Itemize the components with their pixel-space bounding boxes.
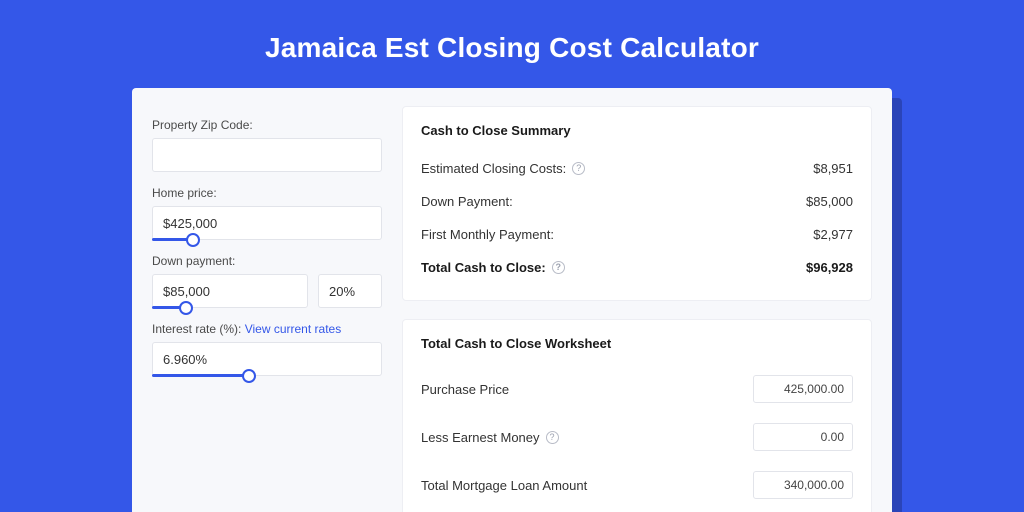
results-column: Cash to Close Summary Estimated Closing …	[402, 106, 872, 512]
summary-card: Cash to Close Summary Estimated Closing …	[402, 106, 872, 301]
worksheet-label: Purchase Price	[421, 382, 509, 397]
help-icon[interactable]: ?	[546, 431, 559, 444]
down-payment-label: Down payment:	[152, 254, 382, 268]
summary-title: Cash to Close Summary	[421, 123, 853, 138]
inputs-column: Property Zip Code: Home price: Down paym…	[152, 106, 382, 512]
home-price-label: Home price:	[152, 186, 382, 200]
zip-input[interactable]	[152, 138, 382, 172]
summary-label: Total Cash to Close:	[421, 260, 546, 275]
home-price-slider[interactable]	[152, 206, 382, 240]
worksheet-card: Total Cash to Close Worksheet Purchase P…	[402, 319, 872, 512]
down-payment-input[interactable]	[152, 274, 308, 308]
view-rates-link[interactable]: View current rates	[245, 322, 342, 336]
worksheet-title: Total Cash to Close Worksheet	[421, 336, 853, 351]
page-title: Jamaica Est Closing Cost Calculator	[265, 32, 759, 64]
summary-label: Estimated Closing Costs:	[421, 161, 566, 176]
worksheet-value[interactable]: 425,000.00	[753, 375, 853, 403]
worksheet-row-mortgage-amount: Total Mortgage Loan Amount 340,000.00	[421, 461, 853, 509]
down-payment-slider[interactable]	[152, 274, 308, 308]
home-price-slider-thumb[interactable]	[186, 233, 200, 247]
interest-slider-thumb[interactable]	[242, 369, 256, 383]
worksheet-value[interactable]: 340,000.00	[753, 471, 853, 499]
worksheet-row-purchase-price: Purchase Price 425,000.00	[421, 365, 853, 413]
summary-value: $85,000	[806, 194, 853, 209]
summary-row-closing-costs: Estimated Closing Costs: ? $8,951	[421, 152, 853, 185]
zip-label: Property Zip Code:	[152, 118, 382, 132]
calculator-panel: Property Zip Code: Home price: Down paym…	[132, 88, 892, 512]
summary-value: $96,928	[806, 260, 853, 275]
summary-label: Down Payment:	[421, 194, 513, 209]
down-payment-group: Down payment:	[152, 254, 382, 308]
home-price-group: Home price:	[152, 186, 382, 240]
interest-group: Interest rate (%): View current rates	[152, 322, 382, 376]
interest-slider-track	[152, 374, 249, 377]
worksheet-label: Less Earnest Money	[421, 430, 540, 445]
summary-row-down-payment: Down Payment: $85,000	[421, 185, 853, 218]
worksheet-row-earnest-money: Less Earnest Money ? 0.00	[421, 413, 853, 461]
summary-value: $8,951	[813, 161, 853, 176]
home-price-input[interactable]	[152, 206, 382, 240]
calculator-panel-wrap: Property Zip Code: Home price: Down paym…	[132, 88, 892, 512]
summary-value: $2,977	[813, 227, 853, 242]
summary-row-first-payment: First Monthly Payment: $2,977	[421, 218, 853, 251]
interest-slider[interactable]	[152, 342, 382, 376]
summary-row-total: Total Cash to Close: ? $96,928	[421, 251, 853, 284]
summary-label: First Monthly Payment:	[421, 227, 554, 242]
down-payment-pct-input[interactable]	[318, 274, 382, 308]
interest-label-text: Interest rate (%):	[152, 322, 241, 336]
down-payment-slider-thumb[interactable]	[179, 301, 193, 315]
zip-group: Property Zip Code:	[152, 118, 382, 172]
interest-label: Interest rate (%): View current rates	[152, 322, 382, 336]
interest-input[interactable]	[152, 342, 382, 376]
worksheet-label: Total Mortgage Loan Amount	[421, 478, 587, 493]
worksheet-value[interactable]: 0.00	[753, 423, 853, 451]
help-icon[interactable]: ?	[552, 261, 565, 274]
help-icon[interactable]: ?	[572, 162, 585, 175]
